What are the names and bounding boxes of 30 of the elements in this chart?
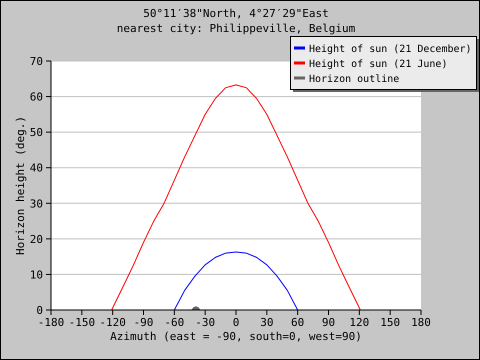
x-tick-label: 150 <box>380 316 400 329</box>
x-axis-title: Azimuth (east = -90, south=0, west=90) <box>110 330 362 343</box>
chart-subtitle: nearest city: Philippeville, Belgium <box>116 22 356 35</box>
x-tick-label: -60 <box>164 316 184 329</box>
x-tick-label: -120 <box>99 316 126 329</box>
y-tick-label: 10 <box>30 268 43 282</box>
y-tick-label: 60 <box>30 90 43 104</box>
chart-title: 50°11′38"North, 4°27′29"East <box>143 7 329 20</box>
x-tick-label: 180 <box>411 316 431 329</box>
x-tick-label: -30 <box>195 316 216 329</box>
x-tick-label: -90 <box>134 316 154 329</box>
legend-label: Height of sun (21 June) <box>309 59 448 70</box>
x-tick-label: 90 <box>322 316 336 329</box>
y-tick-label: 0 <box>36 304 43 317</box>
x-tick-label: 30 <box>260 316 274 329</box>
x-tick-label: 0 <box>232 316 240 329</box>
y-tick-label: 30 <box>30 197 43 210</box>
legend-label: Height of sun (21 December) <box>309 44 472 55</box>
x-tick-label: 120 <box>349 316 370 329</box>
y-tick-label: 40 <box>30 162 43 175</box>
legend-label: Horizon outline <box>309 74 400 85</box>
y-axis-title: Horizon height (deg.) <box>14 116 27 256</box>
line-series <box>174 252 298 310</box>
y-tick-label: 50 <box>30 126 43 140</box>
x-tick-label: -180 <box>38 316 64 329</box>
y-tick-label: 20 <box>30 232 43 246</box>
x-tick-label: -150 <box>68 316 96 329</box>
y-tick-label: 70 <box>30 55 43 68</box>
line-series <box>111 84 361 310</box>
x-tick-label: 60 <box>291 316 304 329</box>
